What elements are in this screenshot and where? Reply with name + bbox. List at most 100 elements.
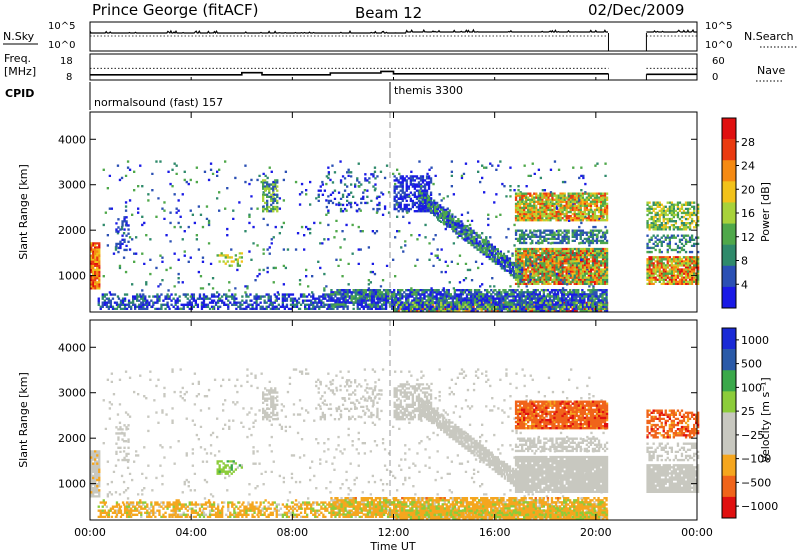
velocity-y-axis-title: Slant Range [km] [17, 372, 30, 468]
station-title: Prince George (fitACF) [92, 1, 258, 19]
power-colorbar-swatch-8 [722, 286, 736, 309]
velocity-scatter-cells-4 [218, 460, 242, 473]
power-colorbar-swatch-1 [722, 139, 736, 161]
power-colorbar: 4 8 12 16 20 24 28 [721, 117, 755, 309]
power-colorbar-title: Power [dB] [759, 182, 772, 242]
velocity-colorbar-swatch-6 [722, 454, 736, 477]
velocity-colorbar-swatch-3 [722, 391, 736, 413]
velocity-scatter-cells-5 [516, 400, 700, 439]
freq-tick-bottom: 8 [66, 72, 72, 83]
velocity-colorbar-frame [721, 327, 737, 519]
noise-right-label: N.Search [744, 30, 794, 43]
time-tick-label-5: 20:00 [580, 526, 612, 539]
frequency-panel: Freq. [MHz] 18 8 60 0 Nave [4, 52, 785, 83]
velocity-ytick-label-3: 4000 [58, 341, 86, 354]
noise-traces [89, 28, 697, 51]
velocity-colorbar-label-3: 25 [741, 405, 755, 418]
power-colorbar-label-5: 24 [741, 160, 755, 173]
nave-right-label: Nave [757, 64, 785, 77]
velocity-colorbar-label-5: −100 [741, 453, 771, 466]
power-colorbar-swatch-6 [722, 244, 736, 267]
velocity-scatter-cells-0 [90, 368, 700, 521]
velocity-colorbar-swatch-7 [722, 475, 736, 498]
frequency-panel-frame [89, 53, 698, 81]
noise-sky-trace [89, 28, 608, 35]
power-colorbar-label-3: 16 [741, 207, 755, 220]
velocity-colorbar-swatch-0 [722, 328, 736, 350]
cpid-label: CPID [5, 87, 34, 100]
power-colorbar-label-0: 4 [741, 278, 748, 291]
date-title: 02/Dec/2009 [588, 1, 684, 19]
beam-title: Beam 12 [355, 4, 422, 22]
power-colorbar-label-2: 12 [741, 231, 755, 244]
time-tick-label-3: 12:00 [378, 526, 410, 539]
time-tick-label-4: 16:00 [479, 526, 511, 539]
noise-left-label: N.Sky [3, 30, 35, 43]
power-y-axis: 1000 2000 3000 4000 [58, 133, 697, 283]
velocity-colorbar-label-1: 500 [741, 358, 762, 371]
power-colorbar-swatch-2 [722, 160, 736, 182]
nave-tick-top: 60 [712, 56, 725, 67]
velocity-colorbar-swatch-1 [722, 349, 736, 371]
time-tick-label-2: 08:00 [276, 526, 308, 539]
velocity-scatter-cells-3 [354, 400, 700, 500]
frequency-trace [90, 70, 697, 76]
freq-tick-top: 18 [60, 56, 73, 67]
power-scatter-cells-8 [218, 179, 700, 313]
noise-panel-frame [89, 21, 698, 52]
velocity-colorbar-label-0: 1000 [741, 334, 769, 347]
velocity-y-axis: 1000 2000 3000 4000 [58, 341, 697, 491]
time-tick-label-6: 00:00 [681, 526, 713, 539]
cpid-mode-1: themis 3300 [394, 84, 463, 97]
time-axis: 00:00 04:00 08:00 12:00 16:00 20:00 00:00 [74, 112, 713, 539]
frequency-traces [89, 67, 698, 80]
velocity-colorbar-label-7: −1000 [741, 500, 778, 513]
time-tick-label-1: 04:00 [175, 526, 207, 539]
nave-tick-bottom: 0 [712, 72, 718, 83]
time-axis-title: Time UT [369, 540, 415, 553]
noise-sky-trace-2 [646, 28, 697, 33]
velocity-colorbar-swatch-5 [722, 433, 736, 455]
power-panel: 1000 2000 3000 4000 Slant Range [km] 4 8 12 16… [17, 111, 772, 313]
velocity-colorbar-swatch-4 [722, 412, 736, 434]
power-ytick-label-1: 2000 [58, 224, 86, 237]
power-colorbar-swatch-3 [722, 181, 736, 203]
power-colorbar-swatch-4 [722, 202, 736, 224]
time-tick-label-0: 00:00 [74, 526, 106, 539]
power-ytick-label-2: 3000 [58, 179, 86, 192]
power-colorbar-label-1: 8 [741, 255, 748, 268]
power-colorbar-swatch-5 [722, 223, 736, 245]
power-colorbar-label-6: 28 [741, 136, 755, 149]
power-colorbar-swatch-7 [722, 265, 736, 288]
velocity-colorbar-title: Velocity [m s⁻¹] [759, 377, 772, 462]
velocity-colorbar-label-6: −500 [741, 476, 771, 489]
power-colorbar-swatch-0 [722, 118, 736, 140]
velocity-ytick-label-0: 1000 [58, 478, 86, 491]
power-scatter-cells-4 [97, 160, 700, 313]
cpid-panel: CPID normalsound (fast) 157 themis 3300 [5, 82, 463, 110]
noise-left-tick-top: 10^5 [48, 21, 75, 32]
velocity-colorbar: 1000 500 100 25 −25 −100 −500 −1000 [721, 327, 778, 519]
freq-label-line2: [MHz] [4, 65, 36, 78]
velocity-heatmap [90, 368, 700, 521]
cpid-mode-0: normalsound (fast) 157 [94, 96, 223, 109]
velocity-scatter-cells-2 [97, 460, 608, 521]
velocity-ytick-label-2: 3000 [58, 387, 86, 400]
noise-left-tick-bottom: 10^0 [48, 40, 75, 51]
power-ytick-label-3: 4000 [58, 133, 86, 146]
noise-right-tick-bottom: 10^0 [705, 40, 732, 51]
velocity-colorbar-swatch-2 [722, 370, 736, 392]
velocity-colorbar-label-2: 100 [741, 381, 762, 394]
power-colorbar-label-4: 20 [741, 183, 755, 196]
power-y-axis-title: Slant Range [km] [17, 164, 30, 260]
velocity-colorbar-swatch-8 [722, 496, 736, 519]
power-scatter-cells-0 [90, 242, 700, 313]
noise-right-tick-top: 10^5 [705, 21, 732, 32]
power-heatmap [90, 160, 700, 313]
freq-label-line1: Freq. [4, 52, 31, 65]
velocity-colorbar-label-4: −25 [741, 429, 764, 442]
power-ytick-label-0: 1000 [58, 270, 86, 283]
velocity-panel: 1000 2000 3000 4000 Slant Range [km] 1000 50… [17, 319, 778, 521]
noise-panel: N.Sky 10^5 10^0 10^5 10^0 N.Search [3, 21, 798, 52]
